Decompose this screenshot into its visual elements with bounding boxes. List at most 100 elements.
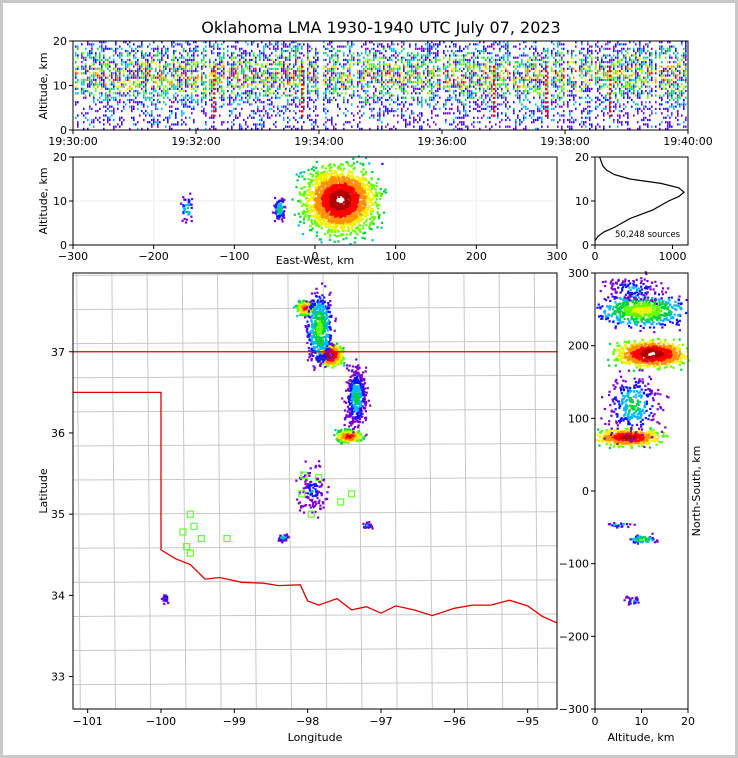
lightning-source — [497, 112, 499, 115]
lightning-source — [289, 78, 291, 82]
lightning-source — [449, 54, 451, 57]
lightning-source — [387, 43, 389, 46]
lightning-source — [189, 105, 191, 108]
lightning-source — [181, 67, 183, 70]
lightning-source — [645, 65, 647, 68]
lightning-source — [153, 103, 155, 106]
lightning-source — [579, 49, 581, 53]
lightning-source — [617, 76, 619, 79]
lightning-source — [645, 58, 647, 62]
lightning-source — [419, 116, 421, 119]
lightning-source — [467, 94, 469, 97]
lightning-source — [191, 92, 193, 95]
lightning-source — [115, 74, 117, 77]
lightning-source — [569, 121, 571, 124]
lightning-source — [411, 67, 413, 70]
lightning-source — [635, 74, 637, 77]
lightning-source — [117, 87, 119, 90]
lightning-source — [603, 61, 605, 64]
lightning-source — [337, 58, 339, 62]
lightning-source — [273, 105, 275, 108]
lightning-source — [187, 83, 189, 86]
lightning-source — [159, 87, 161, 90]
lightning-source — [99, 74, 101, 77]
lightning-source — [379, 56, 381, 59]
lightning-source — [647, 74, 649, 77]
lightning-source — [595, 81, 597, 84]
lightning-source — [313, 61, 315, 64]
lightning-source — [287, 116, 289, 119]
lightning-source — [453, 112, 455, 115]
lightning-source — [421, 45, 423, 48]
lightning-source — [261, 52, 263, 55]
lightning-source — [491, 94, 493, 97]
lightning-source — [143, 94, 145, 97]
lightning-source — [507, 41, 509, 44]
lightning-source — [325, 83, 327, 86]
lightning-source — [345, 58, 347, 62]
lightning-source — [185, 83, 187, 86]
lightning-source — [545, 85, 547, 88]
lightning-source — [489, 87, 491, 90]
lightning-source — [115, 43, 117, 46]
lightning-source — [313, 127, 315, 130]
lightning-source — [367, 101, 369, 104]
lightning-source — [541, 89, 543, 93]
lightning-source — [95, 87, 97, 90]
lightning-source — [473, 121, 475, 124]
lightning-source — [407, 63, 409, 66]
lightning-source — [239, 112, 241, 115]
lightning-source — [471, 65, 473, 68]
lightning-source — [557, 41, 559, 44]
lightning-source — [209, 87, 211, 90]
lightning-source — [205, 114, 207, 117]
lightning-source — [391, 98, 393, 102]
lightning-source — [423, 54, 425, 57]
lightning-source — [123, 105, 125, 108]
lightning-source — [397, 72, 399, 75]
lightning-source — [117, 81, 119, 84]
lightning-source — [463, 123, 465, 126]
lightning-source — [189, 49, 191, 53]
lightning-source — [177, 76, 179, 79]
lightning-source — [427, 67, 429, 70]
lightning-source — [157, 74, 159, 77]
lightning-source — [597, 58, 599, 62]
lightning-source — [665, 121, 667, 124]
lightning-source — [395, 101, 397, 104]
lightning-source — [103, 105, 105, 108]
lightning-source — [595, 65, 597, 68]
lightning-source — [195, 67, 197, 70]
lightning-source — [521, 107, 523, 110]
lightning-source — [569, 127, 571, 130]
lightning-source — [417, 61, 419, 64]
lightning-source — [285, 87, 287, 90]
lightning-source — [531, 121, 533, 124]
lightning-source — [165, 63, 167, 66]
lightning-source — [293, 98, 295, 102]
lightning-source — [191, 87, 193, 90]
lightning-source — [585, 54, 587, 57]
lightning-source — [421, 89, 423, 93]
lightning-source — [667, 67, 669, 70]
lightning-source — [81, 87, 83, 90]
lightning-source — [139, 101, 141, 104]
lightning-source — [183, 61, 185, 64]
lightning-source — [163, 69, 165, 73]
lightning-source — [323, 92, 325, 95]
lightning-source — [123, 41, 125, 44]
lightning-source — [423, 63, 425, 66]
lightning-source — [421, 105, 423, 108]
lightning-source — [329, 43, 331, 46]
lightning-source — [639, 107, 641, 110]
lightning-source — [299, 67, 301, 70]
lightning-source — [255, 81, 257, 84]
lightning-source — [497, 116, 499, 119]
lightning-source — [455, 67, 457, 70]
lightning-source — [437, 94, 439, 97]
lightning-source — [607, 47, 609, 50]
lightning-source — [307, 83, 309, 86]
lightning-source — [231, 56, 233, 59]
lightning-source — [201, 61, 203, 64]
lightning-source — [151, 67, 153, 70]
